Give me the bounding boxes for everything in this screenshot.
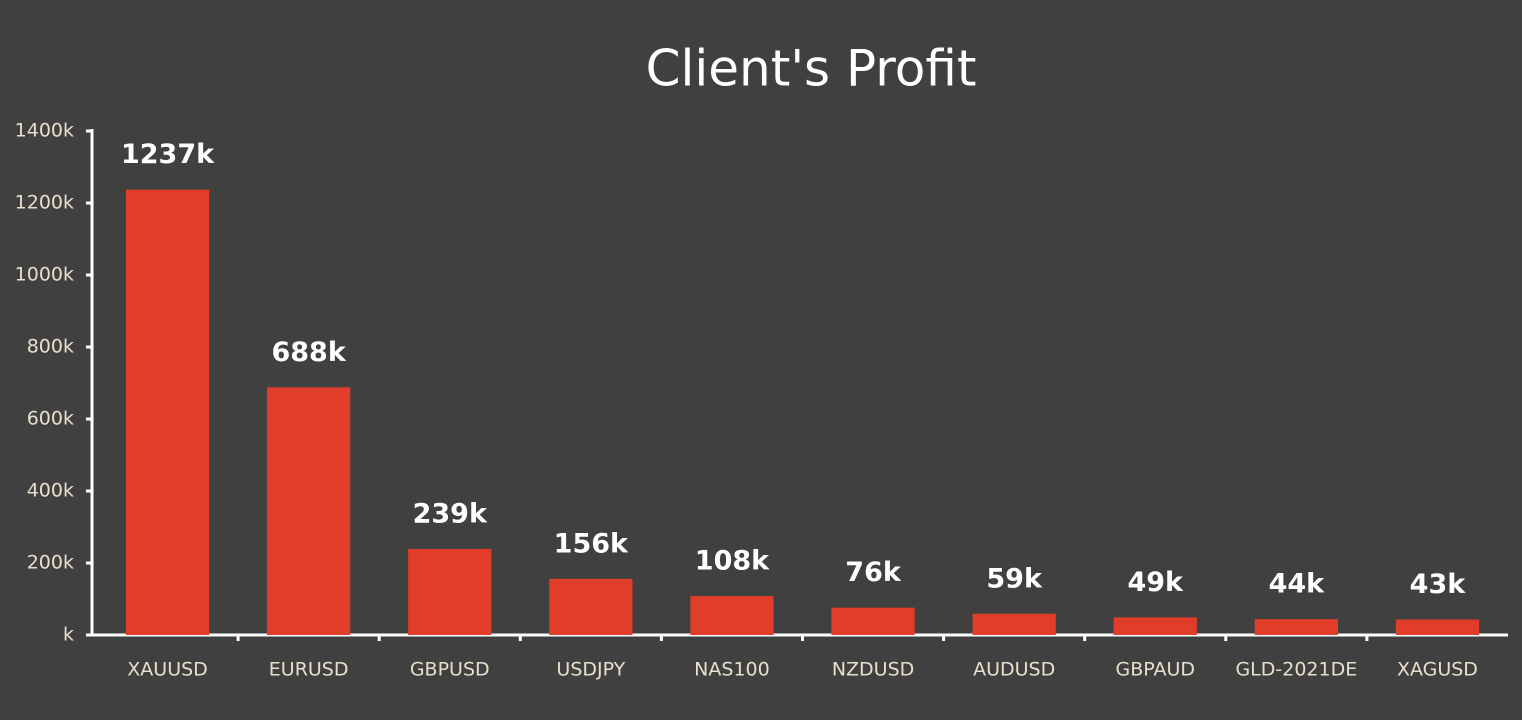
y-tick-label: 1000k: [15, 264, 74, 286]
value-label: 44k: [1269, 569, 1326, 600]
y-tick-label: 800k: [27, 336, 74, 358]
y-tick-label: 200k: [27, 552, 74, 574]
bar: [972, 613, 1056, 635]
x-tick-label: AUDUSD: [973, 659, 1055, 681]
chart-title: Client's Profit: [646, 40, 977, 98]
bar: [690, 596, 774, 635]
value-label: 59k: [986, 563, 1043, 594]
x-tick-label: GBPUSD: [410, 659, 490, 681]
value-label: 688k: [271, 337, 346, 368]
x-tick-label: GBPAUD: [1115, 659, 1195, 681]
x-tick-label: XAUUSD: [127, 659, 208, 681]
bar: [1395, 619, 1480, 635]
value-label: 156k: [554, 528, 629, 559]
value-label: 108k: [695, 546, 770, 577]
x-tick-label: USDJPY: [556, 659, 625, 681]
bar: [831, 607, 915, 635]
y-tick-label: 1400k: [15, 120, 74, 142]
x-tick-label: GLD-2021DE: [1235, 659, 1357, 681]
bar: [408, 548, 492, 635]
value-label: 239k: [413, 498, 488, 529]
y-tick-label: k: [63, 624, 74, 646]
x-tick-label: NAS100: [694, 659, 770, 681]
bar: [125, 189, 210, 635]
y-tick-label: 1200k: [15, 192, 74, 214]
y-tick-label: 400k: [27, 480, 74, 502]
bar: [549, 578, 633, 635]
value-label: 1237k: [121, 139, 215, 170]
bar: [267, 387, 351, 635]
value-label: 43k: [1410, 569, 1467, 600]
value-label: 49k: [1127, 567, 1184, 598]
x-tick-label: NZDUSD: [832, 659, 914, 681]
x-tick-label: EURUSD: [269, 659, 349, 681]
value-label: 76k: [845, 557, 902, 588]
bar: [1254, 619, 1338, 635]
x-tick-label: XAGUSD: [1397, 659, 1478, 681]
y-tick-label: 600k: [27, 408, 74, 430]
bar: [1113, 617, 1197, 635]
